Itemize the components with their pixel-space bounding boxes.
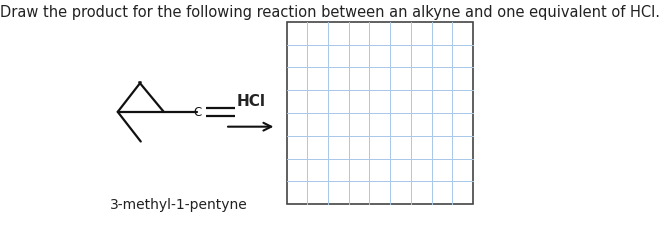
Text: 3-methyl-1-pentyne: 3-methyl-1-pentyne <box>110 197 248 211</box>
Text: C: C <box>193 106 201 119</box>
Bar <box>286 23 473 204</box>
Text: Draw the product for the following reaction between an alkyne and one equivalent: Draw the product for the following react… <box>0 5 660 20</box>
Text: HCl: HCl <box>236 94 265 109</box>
